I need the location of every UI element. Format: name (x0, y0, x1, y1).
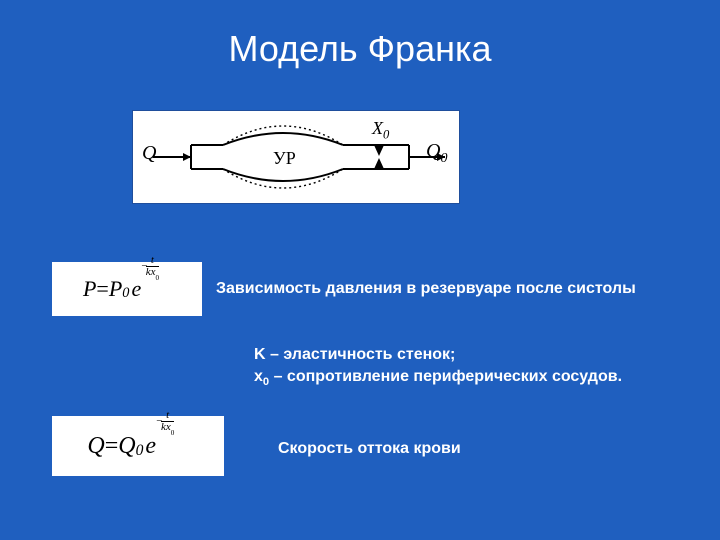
pressure-description: Зависимость давления в резервуаре после … (216, 280, 636, 298)
equation-flow: Q = Q0 e − t kx0 (52, 416, 224, 476)
diagram-label-x0: X0 (372, 118, 389, 143)
eq2-exp-frac: t kx0 (161, 410, 174, 435)
diagram-label-qout-var: Q (426, 140, 440, 162)
param-K: K (254, 346, 266, 363)
param-line-x0: x0 – сопротивление периферических сосудо… (254, 366, 622, 393)
parameters-block: K – эластичность стенок; x0 – сопротивле… (254, 344, 622, 393)
eq1-exp-frac: t kx0 (146, 255, 159, 280)
flow-description: Скорость оттока крови (278, 440, 461, 458)
eq2-Q: Q (87, 433, 104, 460)
eq2-Q0-sub: 0 (136, 442, 144, 460)
param-line-k: K – эластичность стенок; (254, 344, 622, 366)
eq1-e: e (131, 276, 141, 301)
eq1-exp-t: t (151, 254, 154, 266)
eq1-P0: P (109, 276, 122, 302)
equation-pressure: P = P0 e − t kx0 (52, 262, 202, 316)
diagram-label-qout-sub: 0 (440, 151, 447, 166)
eq1-e-block: e − t kx0 (131, 276, 171, 302)
eq2-exp-kx: kx (161, 421, 171, 433)
slide: Модель Франка (0, 0, 720, 540)
diagram-label-yp: УР (273, 148, 296, 169)
diagram-label-q-out: Q0 (426, 140, 447, 167)
param-x: x (254, 368, 263, 385)
eq1-P0-sub: 0 (122, 285, 129, 302)
diagram-label-q-in: Q (142, 142, 156, 165)
eq2-e-block: e − t kx0 (145, 433, 188, 460)
diagram-label-x0-sub: 0 (383, 128, 389, 142)
eq2-exp-t: t (166, 409, 169, 421)
param-K-rest: – эластичность стенок; (266, 346, 456, 363)
eq2-e: e (145, 433, 156, 459)
eq1-exp-kx: kx (146, 266, 156, 278)
eq2-equals: = (105, 433, 119, 460)
eq1-P: P (83, 276, 96, 302)
slide-title: Модель Франка (0, 28, 720, 70)
eq2-exp-kx-sub: 0 (171, 429, 175, 437)
diagram-box (132, 110, 460, 204)
diagram-label-x0-var: X (372, 118, 383, 138)
frank-diagram (133, 111, 459, 203)
eq1-exp-kx-sub: 0 (156, 274, 160, 282)
eq1-equals: = (96, 276, 108, 302)
param-x-rest: – сопротивление периферических сосудов. (269, 368, 622, 385)
eq2-Q0: Q (118, 433, 135, 460)
